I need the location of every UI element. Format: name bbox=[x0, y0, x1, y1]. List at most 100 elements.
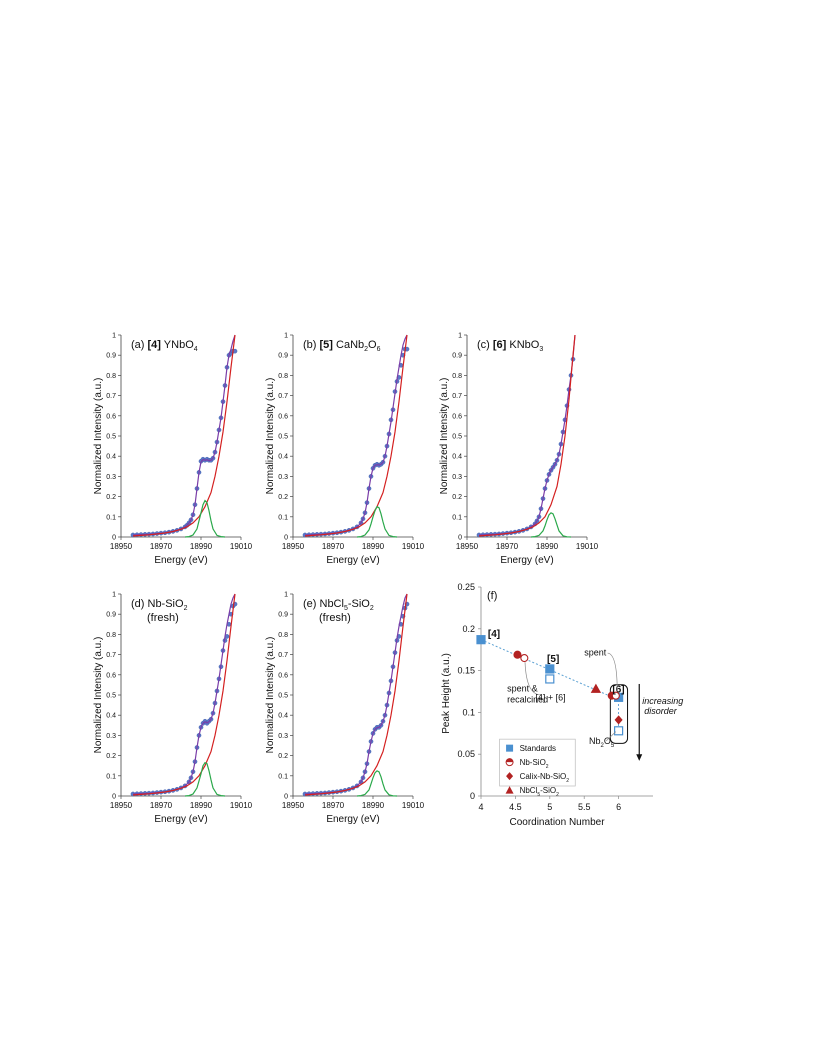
x-tick-label: 18990 bbox=[362, 542, 385, 551]
panel-title-part: 4 bbox=[194, 346, 198, 353]
y-tick-label: 0.7 bbox=[106, 393, 116, 400]
panel-title-part: (b) bbox=[303, 339, 320, 351]
x-tick-label: 18970 bbox=[150, 542, 173, 551]
y-tick-label: 1 bbox=[284, 333, 288, 340]
y-tick-label: 0.9 bbox=[452, 353, 462, 360]
y-tick-label: 1 bbox=[284, 592, 288, 599]
legend-label-part: Calix-Nb-SiO bbox=[520, 772, 567, 781]
y-tick-label: 0.6 bbox=[452, 413, 462, 420]
y-tick-label: 0.8 bbox=[278, 373, 288, 380]
disorder-arrow-head bbox=[636, 754, 643, 761]
y-tick-label: 0.3 bbox=[278, 733, 288, 740]
panel-title-part: CaNb bbox=[333, 339, 364, 351]
x-tick-label: 18950 bbox=[282, 542, 305, 551]
panel-title-part: 2 bbox=[370, 605, 374, 612]
legend-label-part: 2 bbox=[546, 764, 549, 770]
series-line bbox=[478, 334, 576, 536]
x-tick-label: 5.5 bbox=[578, 802, 591, 812]
series-line bbox=[304, 593, 408, 795]
chart-panel-f: 0 0.05 0.1 0.15 0.2 0.25 4 4.5 5 5.5 6 Coordination… bbox=[441, 582, 683, 828]
y-tick-label: 0.1 bbox=[462, 707, 475, 717]
y-tick-label: 0.5 bbox=[278, 434, 288, 441]
x-tick-label: 4.5 bbox=[509, 802, 522, 812]
x-tick-label: 18950 bbox=[456, 542, 479, 551]
annotation-nb2o5-part: 5 bbox=[611, 743, 615, 749]
y-tick-label: 0 bbox=[470, 791, 475, 801]
y-tick-label: 0.2 bbox=[278, 753, 288, 760]
y-tick-label: 1 bbox=[112, 333, 116, 340]
legend-label: NbCl5-SiO2 bbox=[520, 786, 560, 798]
annotation-nb2o5-part: O bbox=[604, 736, 611, 746]
x-axis-label: Energy (eV) bbox=[154, 555, 207, 566]
y-tick-label: 0.8 bbox=[106, 632, 116, 639]
y-tick-label: 0.1 bbox=[106, 773, 116, 780]
series-line bbox=[356, 770, 398, 797]
y-tick-label: 0 bbox=[112, 794, 116, 801]
series-line bbox=[184, 499, 226, 538]
annotation-increasing-disorder: increasing bbox=[642, 696, 683, 706]
y-tick-label: 0.7 bbox=[452, 393, 462, 400]
y-tick-label: 0.3 bbox=[106, 733, 116, 740]
y-tick-label: 0.1 bbox=[278, 773, 288, 780]
panel-title-part: 2 bbox=[184, 605, 188, 612]
y-tick-label: 0 bbox=[458, 535, 462, 542]
annotation-spent-recalcined: recalcined bbox=[507, 694, 548, 704]
data-point-triangle bbox=[590, 683, 602, 693]
y-tick-label: 0.3 bbox=[452, 474, 462, 481]
panel-title: (f) bbox=[487, 590, 497, 602]
annotation-coordination-5: [5] bbox=[547, 654, 559, 665]
legend-label-part: Standards bbox=[520, 744, 556, 753]
annotation-nb2o5-part: Nb bbox=[589, 736, 601, 746]
legend-label-part: NbCl bbox=[520, 786, 538, 795]
panel-title: (c) [6] KNbO3 bbox=[477, 339, 543, 353]
x-tick-label: 18970 bbox=[322, 542, 345, 551]
y-tick-label: 0.15 bbox=[457, 666, 475, 676]
data-point-square bbox=[545, 674, 555, 684]
legend-marker-square bbox=[506, 744, 514, 752]
series-line bbox=[132, 334, 236, 537]
y-tick-label: 0.8 bbox=[278, 632, 288, 639]
y-tick-label: 0.2 bbox=[278, 494, 288, 501]
y-axis-label: Normalized Intensity (a.u.) bbox=[93, 637, 104, 754]
data-point-circle bbox=[611, 691, 620, 700]
y-tick-label: 0.8 bbox=[106, 373, 116, 380]
y-tick-label: 0 bbox=[112, 535, 116, 542]
y-tick-label: 0.05 bbox=[457, 749, 475, 759]
panel-title-part: [5] bbox=[320, 339, 334, 351]
panel-title: (b) [5] CaNb2O6 bbox=[303, 339, 381, 353]
panel-title-part: (d) Nb-SiO bbox=[131, 598, 184, 610]
series-line bbox=[132, 334, 236, 536]
y-tick-label: 0.5 bbox=[106, 434, 116, 441]
y-tick-label: 0.2 bbox=[106, 753, 116, 760]
y-axis-label: Normalized Intensity (a.u.) bbox=[93, 378, 104, 495]
y-tick-label: 0.6 bbox=[278, 413, 288, 420]
y-axis-label: Normalized Intensity (a.u.) bbox=[439, 378, 450, 495]
series-line bbox=[304, 593, 408, 796]
panel-title-part: [4] bbox=[148, 339, 162, 351]
y-tick-label: 0.4 bbox=[452, 454, 462, 461]
x-axis-label: Energy (eV) bbox=[154, 814, 207, 825]
legend-label-part: 5 bbox=[537, 792, 540, 798]
x-tick-label: 18950 bbox=[110, 542, 133, 551]
annotation-leader bbox=[607, 652, 618, 692]
y-tick-label: 0.3 bbox=[106, 474, 116, 481]
y-tick-label: 0.6 bbox=[106, 672, 116, 679]
x-tick-label: 18970 bbox=[496, 542, 519, 551]
x-tick-label: 19010 bbox=[576, 542, 599, 551]
y-tick-label: 0.1 bbox=[106, 514, 116, 521]
y-tick-label: 1 bbox=[112, 592, 116, 599]
y-tick-label: 0.5 bbox=[278, 693, 288, 700]
x-tick-label: 6 bbox=[616, 802, 621, 812]
panel-title-part: 2 bbox=[364, 346, 368, 353]
annotation-spent: spent bbox=[584, 648, 607, 658]
x-tick-label: 5 bbox=[547, 802, 552, 812]
panel-title-part: O bbox=[368, 339, 377, 351]
y-tick-label: 0.9 bbox=[106, 353, 116, 360]
panel-title: (e) NbCl5-SiO2 bbox=[303, 598, 374, 612]
panel-title-part: (a) bbox=[131, 339, 148, 351]
y-tick-label: 0.8 bbox=[452, 373, 462, 380]
panel-title-part: (c) bbox=[477, 339, 493, 351]
y-tick-label: 0.1 bbox=[278, 514, 288, 521]
series-line bbox=[184, 761, 226, 797]
y-tick-label: 0.2 bbox=[462, 624, 475, 634]
